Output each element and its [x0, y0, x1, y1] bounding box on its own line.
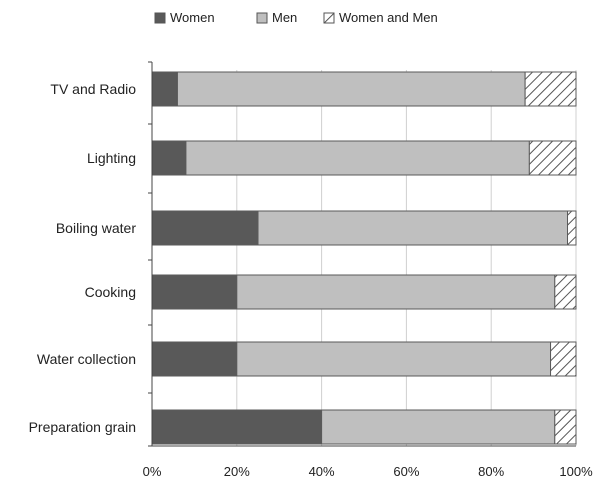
- legend-swatch-women: [154, 12, 166, 24]
- x-tick-label-80: 80%: [478, 464, 504, 479]
- bar-lighting-women: [151, 140, 187, 176]
- legend-label-men: Men: [272, 10, 297, 25]
- bar-water-collection-women-and-men: [550, 341, 577, 377]
- axes: TV and Radio Lighting Boiling water Cooking…: [29, 61, 593, 479]
- bar-tv-and-radio-men: [176, 71, 526, 107]
- bar-tv-and-radio-women: [151, 71, 178, 107]
- x-tick-label-100: 100%: [559, 464, 593, 479]
- category-label-preparation-grain: Preparation grain: [29, 419, 136, 435]
- legend-swatch-women-and-men: [323, 12, 335, 24]
- x-tick-label-0: 0%: [143, 464, 162, 479]
- bar-cooking-women-and-men: [554, 274, 577, 310]
- category-label-boiling-water: Boiling water: [56, 220, 136, 236]
- bar-cooking-women: [151, 274, 238, 310]
- category-label-tv-and-radio: TV and Radio: [50, 81, 136, 97]
- bar-boiling-water-women-and-men: [567, 210, 577, 246]
- bar-cooking-men: [236, 274, 556, 310]
- category-label-cooking: Cooking: [85, 284, 136, 300]
- x-tick-label-60: 60%: [393, 464, 419, 479]
- x-tick-label-40: 40%: [309, 464, 335, 479]
- bar-water-collection-men: [236, 341, 552, 377]
- x-tick-label-20: 20%: [224, 464, 250, 479]
- bar-preparation-grain-men: [321, 409, 556, 445]
- legend: Women Men Women and Men: [154, 10, 438, 25]
- bar-lighting-men: [185, 140, 530, 176]
- bars: [151, 71, 577, 445]
- bar-water-collection-women: [151, 341, 238, 377]
- category-label-lighting: Lighting: [87, 150, 136, 166]
- bar-tv-and-radio-women-and-men: [524, 71, 577, 107]
- legend-label-women-and-men: Women and Men: [339, 10, 438, 25]
- category-label-water-collection: Water collection: [37, 351, 136, 367]
- legend-label-women: Women: [170, 10, 215, 25]
- bar-preparation-grain-women: [151, 409, 323, 445]
- bar-boiling-water-men: [257, 210, 569, 246]
- bar-preparation-grain-women-and-men: [554, 409, 577, 445]
- bar-lighting-women-and-men: [528, 140, 577, 176]
- legend-swatch-men: [256, 12, 268, 24]
- gridlines: [236, 70, 577, 446]
- bar-boiling-water-women: [151, 210, 259, 246]
